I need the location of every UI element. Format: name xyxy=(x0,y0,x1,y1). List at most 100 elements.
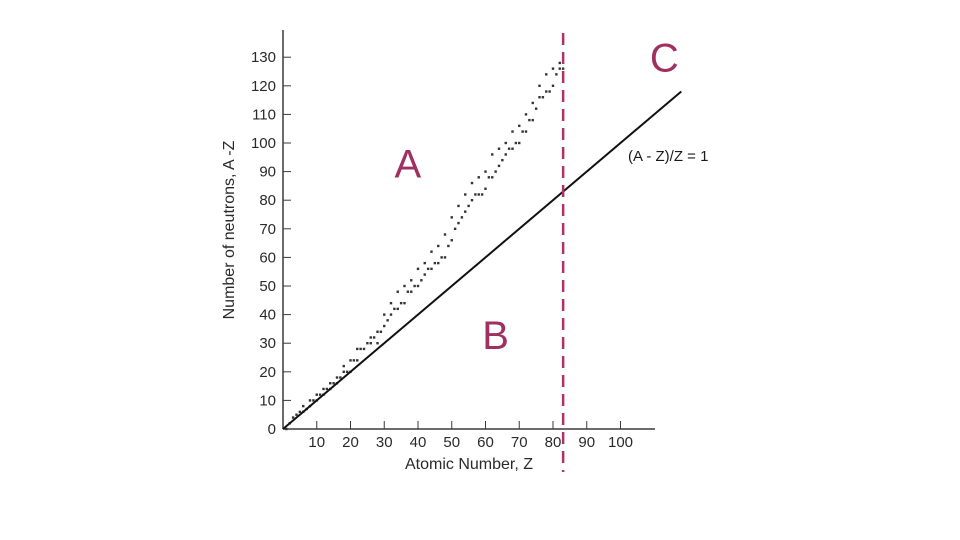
data-point xyxy=(457,204,460,208)
data-point xyxy=(376,342,379,345)
y-tick-label: 120 xyxy=(251,78,276,95)
region-label-c: C xyxy=(650,37,679,81)
data-point xyxy=(413,284,416,288)
y-tick-label: 10 xyxy=(259,392,276,409)
data-point xyxy=(345,370,349,373)
data-point xyxy=(335,376,339,379)
data-point xyxy=(406,290,410,293)
data-point xyxy=(518,141,521,145)
x-tick-label: 70 xyxy=(511,434,528,451)
x-tick-label: 10 xyxy=(308,434,325,451)
data-point xyxy=(450,239,453,242)
data-point xyxy=(423,261,426,265)
data-point xyxy=(514,141,518,145)
data-point xyxy=(312,399,315,402)
x-tick-label: 20 xyxy=(342,434,359,451)
data-point xyxy=(531,118,534,122)
data-point xyxy=(470,181,474,185)
data-point xyxy=(332,382,335,385)
data-point xyxy=(511,130,514,133)
data-point xyxy=(480,193,484,196)
data-point xyxy=(430,250,433,253)
data-point xyxy=(308,399,312,402)
data-point xyxy=(491,176,494,179)
x-tick-label: 100 xyxy=(608,434,633,451)
y-tick-label: 0 xyxy=(268,421,276,438)
data-point xyxy=(551,67,555,70)
data-point xyxy=(376,330,379,333)
data-point xyxy=(457,221,460,225)
y-tick-label: 40 xyxy=(259,307,276,324)
data-points xyxy=(285,61,565,431)
line-label: (A - Z)/Z = 1 xyxy=(628,148,708,165)
x-tick-label: 30 xyxy=(376,434,393,451)
y-tick-label: 130 xyxy=(251,49,276,66)
data-point xyxy=(501,158,504,162)
data-point xyxy=(484,170,487,173)
data-point xyxy=(329,382,332,385)
y-tick-label: 110 xyxy=(252,106,276,123)
data-point xyxy=(342,370,345,373)
data-point xyxy=(494,170,497,173)
data-point xyxy=(524,113,528,116)
data-point xyxy=(349,359,352,362)
data-point xyxy=(551,84,555,87)
x-tick-label: 60 xyxy=(477,434,494,451)
data-point xyxy=(322,387,325,391)
data-point xyxy=(518,124,521,128)
data-point xyxy=(403,301,406,305)
data-point xyxy=(474,193,477,196)
data-point xyxy=(420,279,423,282)
data-point xyxy=(437,244,440,248)
data-point xyxy=(372,336,376,339)
data-point xyxy=(356,347,359,351)
data-point xyxy=(453,227,457,230)
data-point xyxy=(369,336,372,339)
data-point xyxy=(339,376,342,379)
data-point xyxy=(467,204,470,208)
data-point xyxy=(410,279,413,282)
y-tick-label: 20 xyxy=(259,364,276,381)
x-tick-label: 50 xyxy=(443,434,460,451)
y-axis-title: Number of neutrons, A -Z xyxy=(221,140,238,319)
data-point xyxy=(437,261,440,265)
region-label-b: B xyxy=(482,314,509,358)
data-point xyxy=(295,413,298,416)
data-point xyxy=(464,193,467,196)
data-point xyxy=(460,216,464,219)
data-point xyxy=(433,261,437,265)
data-point xyxy=(396,290,399,293)
data-point xyxy=(558,61,561,65)
data-point xyxy=(352,359,356,362)
x-axis-title: Atomic Number, Z xyxy=(405,456,533,473)
data-point xyxy=(393,307,396,311)
region-label-a: A xyxy=(395,142,422,186)
data-point xyxy=(399,301,403,305)
data-point xyxy=(318,393,322,396)
data-point xyxy=(416,284,420,288)
data-point xyxy=(369,342,372,345)
ticks: 0 10 20 30 40 50 60 70 80 90 100 110 120 130 10 20 30 40 5… xyxy=(251,49,633,451)
data-point xyxy=(528,118,531,122)
data-point xyxy=(521,130,524,133)
data-point xyxy=(504,141,507,145)
data-point xyxy=(548,90,551,93)
data-point xyxy=(538,84,541,87)
data-point xyxy=(426,267,430,271)
data-point xyxy=(383,313,386,316)
data-point xyxy=(477,176,480,179)
data-point xyxy=(545,90,548,93)
data-point xyxy=(538,96,541,99)
y-tick-label: 30 xyxy=(259,335,276,352)
data-point xyxy=(366,342,369,345)
axes xyxy=(282,30,655,430)
data-point xyxy=(379,330,383,333)
y-tick-label: 70 xyxy=(259,221,276,238)
data-point xyxy=(487,176,491,179)
data-point xyxy=(507,147,511,150)
data-point xyxy=(450,216,453,219)
data-point xyxy=(477,193,480,196)
data-point xyxy=(440,256,443,259)
data-point xyxy=(359,347,362,351)
y-tick-label: 50 xyxy=(259,278,276,295)
